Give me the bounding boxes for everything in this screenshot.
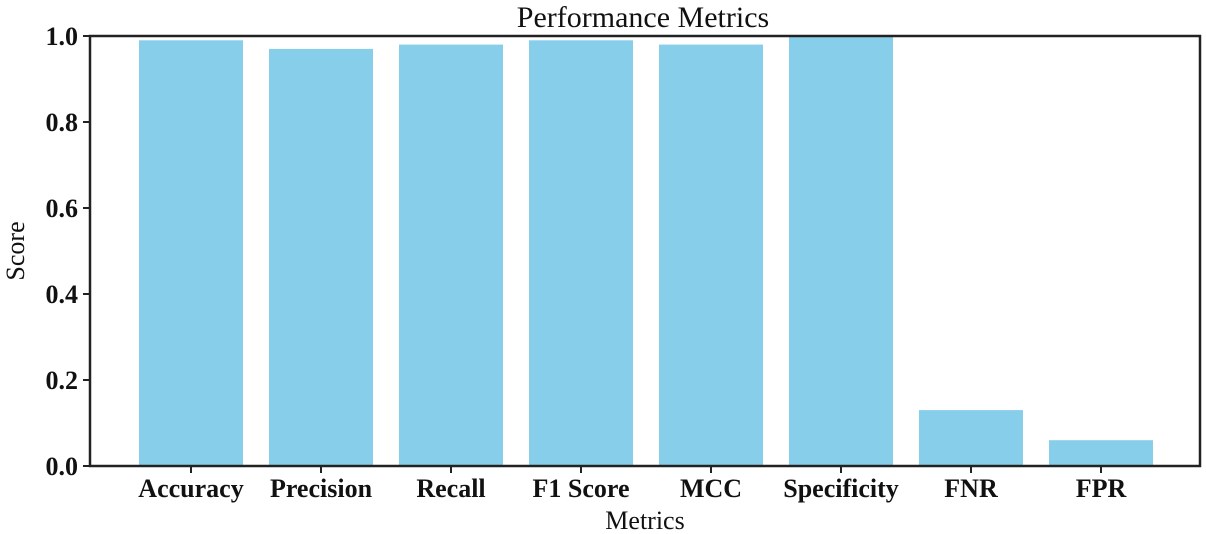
- bar-fpr: [1049, 440, 1153, 466]
- y-tick-label: 0.8: [46, 108, 79, 137]
- y-axis: 0.0 0.2 0.4 0.6 0.8 1.0: [46, 22, 90, 481]
- bar-accuracy: [139, 40, 243, 467]
- bar-mcc: [659, 44, 763, 466]
- bar-fnr: [919, 410, 1023, 466]
- bar-precision: [269, 48, 373, 467]
- x-tick-label: Precision: [270, 474, 373, 503]
- bar-recall: [399, 44, 503, 466]
- x-tick-label: Accuracy: [138, 474, 243, 503]
- y-tick-label: 0.2: [46, 366, 79, 395]
- x-tick-label: F1 Score: [533, 474, 630, 503]
- x-tick-label: FPR: [1076, 474, 1127, 503]
- chart-title: Performance Metrics: [517, 1, 769, 34]
- bar-f1-score: [529, 40, 633, 467]
- y-tick-label: 1.0: [46, 22, 79, 51]
- x-tick-label: Recall: [416, 474, 485, 503]
- x-tick-label: MCC: [680, 474, 742, 503]
- y-tick-label: 0.0: [46, 452, 79, 481]
- x-tick-label: FNR: [944, 474, 998, 503]
- y-tick-label: 0.4: [46, 280, 79, 309]
- plot-frame: [88, 34, 1202, 468]
- x-tick-label: Specificity: [783, 474, 899, 503]
- y-axis-label: Score: [1, 221, 30, 280]
- bars-group: [139, 36, 1153, 467]
- x-axis-label: Metrics: [605, 506, 684, 534]
- y-tick-label: 0.6: [46, 194, 79, 223]
- x-axis: Accuracy Precision Recall F1 Score MCC Specif…: [138, 466, 1126, 503]
- bar-specificity: [789, 36, 893, 466]
